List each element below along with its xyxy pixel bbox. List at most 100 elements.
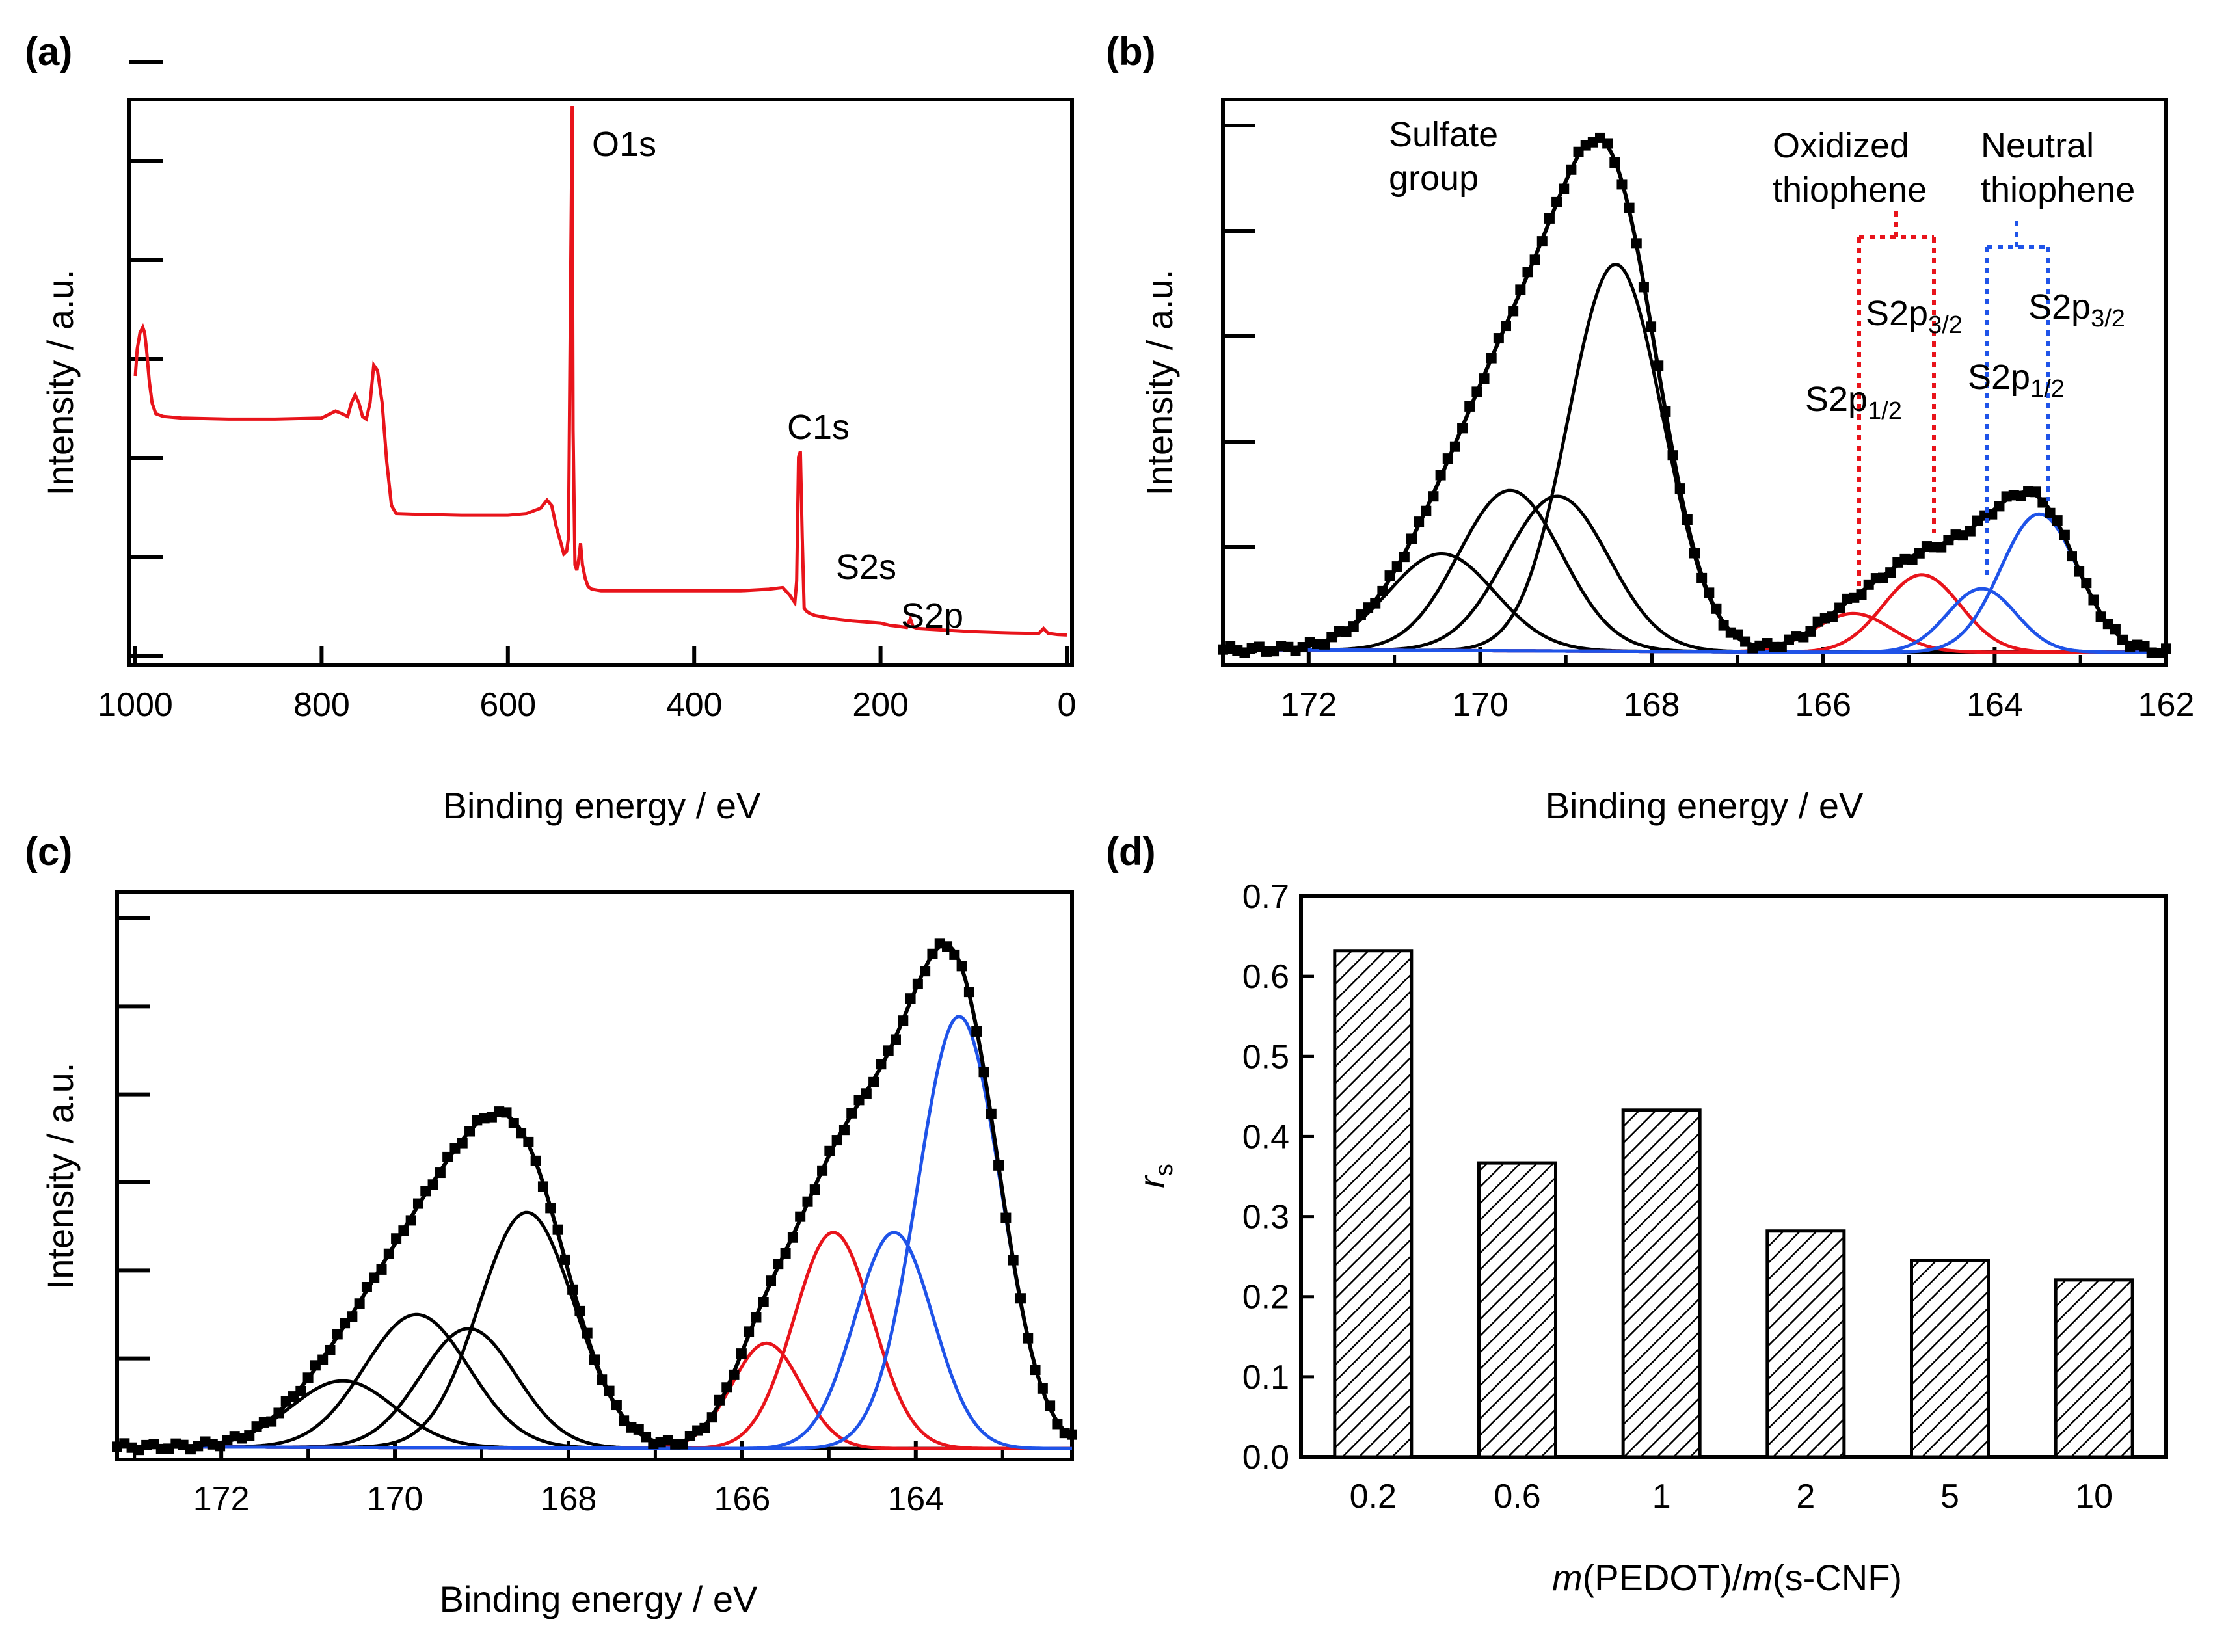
b-data-point — [2088, 594, 2099, 606]
c-data-point — [824, 1145, 835, 1156]
c-data-point — [376, 1264, 387, 1275]
c-data-point — [545, 1203, 556, 1214]
b-component-curve — [1223, 512, 2167, 654]
c-xtick-label: 170 — [367, 1480, 423, 1518]
d-xtick-label: 1 — [1652, 1478, 1671, 1515]
c-data-point — [391, 1233, 402, 1244]
c-data-point — [559, 1254, 570, 1265]
panel-b-y-ticks — [1223, 124, 1255, 654]
b-data-point — [1965, 526, 1976, 537]
b-data-point — [1457, 423, 1468, 434]
b-data-point — [1421, 505, 1432, 516]
b-data-point — [1682, 514, 1693, 525]
c-data-point — [963, 987, 974, 998]
c-data-point — [978, 1067, 989, 1078]
b-data-point — [1609, 157, 1620, 168]
b-data-point — [1536, 236, 1548, 247]
panel-c-fit-envelope — [117, 942, 1073, 1449]
b-data-point — [2161, 643, 2171, 654]
b-data-point — [1471, 386, 1482, 397]
d-xtick-label: 10 — [2075, 1478, 2113, 1515]
b-data-point — [1414, 516, 1425, 527]
b-data-point — [1638, 282, 1649, 293]
panel-a-x-title: Binding energy / eV — [443, 785, 761, 826]
label-ox-s2p32: S2p3/2 — [1866, 294, 1963, 339]
c-data-point — [457, 1138, 468, 1149]
b-data-point — [2030, 486, 2041, 498]
b-xtick-label: 168 — [1624, 686, 1680, 724]
b-xtick-label: 170 — [1452, 686, 1509, 724]
a-xtick-label: 200 — [852, 686, 909, 724]
annot-s2p: S2p — [901, 596, 963, 635]
c-data-point — [523, 1136, 534, 1147]
annot-neutral: Neutral — [1981, 126, 2094, 165]
b-data-point — [1987, 509, 1998, 520]
d-xtick-label: 0.2 — [1350, 1478, 1397, 1515]
b-data-point — [1885, 567, 1896, 578]
c-data-point — [699, 1422, 710, 1433]
panel-c-data-points — [112, 938, 1077, 1456]
c-data-point — [244, 1430, 255, 1441]
c-data-point — [898, 1015, 909, 1026]
c-data-point — [325, 1344, 336, 1355]
b-xtick-label: 164 — [1966, 686, 2023, 724]
c-data-point — [861, 1088, 872, 1099]
c-data-point — [971, 1026, 982, 1037]
panel-c-frame — [115, 890, 1074, 1461]
c-data-point — [427, 1179, 438, 1190]
a-xtick-label: 800 — [293, 686, 350, 724]
c-data-point — [729, 1369, 740, 1380]
b-xtick-label: 172 — [1280, 686, 1337, 724]
c-data-point — [993, 1160, 1004, 1171]
b-component-curve — [1223, 587, 2166, 654]
panel-b-components — [1223, 263, 2167, 654]
annot-oxidized-thiophene: thiophene — [1773, 170, 1927, 209]
c-data-point — [751, 1312, 762, 1323]
panel-a-frame — [127, 98, 1074, 667]
c-data-point — [766, 1275, 777, 1286]
annot-o1s: O1s — [592, 125, 656, 164]
b-data-point — [1827, 611, 1838, 622]
d-xtick-label: 5 — [1940, 1478, 1959, 1515]
c-data-point — [332, 1329, 343, 1340]
c-data-point — [1008, 1255, 1019, 1266]
panel-label-b: (b) — [1106, 30, 1156, 73]
b-data-point — [1479, 373, 1490, 384]
b-data-point — [1406, 533, 1417, 544]
b-data-point — [1624, 202, 1635, 213]
b-data-point — [1559, 183, 1570, 194]
b-data-point — [2067, 551, 2077, 562]
label-neu-s2p32: S2p3/2 — [2028, 287, 2125, 332]
b-data-point — [2037, 497, 2048, 508]
panel-a-survey-spectrum: 1000 800 600 400 200 0 O1s C1s S2s S2p Intens… — [40, 60, 1076, 826]
panel-c-s2p-spectrum: 172 170 168 166 164 Intensity / a.u. Binding… — [40, 890, 1077, 1619]
label-neu-s2p12: S2p1/2 — [1968, 358, 2065, 403]
c-data-point — [795, 1211, 806, 1222]
c-data-point — [369, 1272, 380, 1283]
c-data-point — [597, 1374, 608, 1385]
b-component-curve — [1223, 488, 2166, 654]
c-data-point — [838, 1125, 850, 1136]
b-data-point — [1428, 491, 1439, 502]
c-data-point — [920, 966, 931, 977]
d-ytick-label: 0.0 — [1242, 1439, 1289, 1476]
b-data-point — [1377, 585, 1388, 596]
c-component-curve — [117, 1015, 1073, 1450]
b-data-point — [1529, 254, 1540, 265]
label-ox-s2p12: S2p1/2 — [1805, 380, 1902, 425]
bar-0.6 — [1477, 1161, 1557, 1459]
c-data-point — [912, 978, 923, 989]
c-component-curve — [117, 1210, 1072, 1450]
c-data-point — [464, 1126, 476, 1137]
d-ytick-label: 0.6 — [1242, 958, 1289, 996]
panel-b-x-ticks: 172 170 168 166 164 162 — [1221, 647, 2194, 724]
b-data-point — [1522, 267, 1533, 278]
b-xtick-label: 166 — [1795, 686, 1851, 724]
c-data-point — [442, 1151, 453, 1162]
c-data-point — [302, 1372, 314, 1383]
a-xtick-label: 600 — [479, 686, 536, 724]
c-xtick-label: 172 — [193, 1480, 250, 1518]
c-data-point — [589, 1354, 600, 1365]
a-xtick-label: 1000 — [98, 686, 173, 724]
c-data-point — [706, 1412, 717, 1423]
